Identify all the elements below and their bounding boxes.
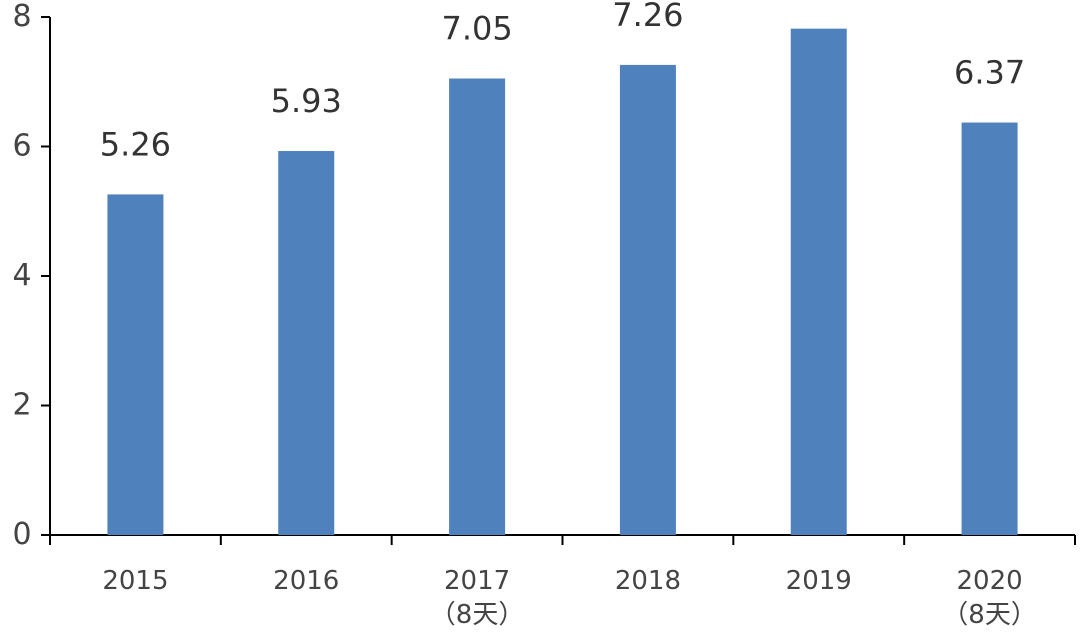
value-label: 5.26 (100, 125, 171, 163)
bar (790, 28, 847, 536)
y-tick-label: 4 (12, 258, 31, 293)
x-tick-label: 2016 (273, 566, 339, 596)
bar (107, 194, 164, 536)
value-label: 5.93 (271, 82, 342, 120)
x-tick-label: 2020 （8天） (942, 566, 1037, 630)
bar (961, 122, 1018, 535)
y-tick-label: 2 (12, 387, 31, 422)
y-tick-label: 8 (12, 0, 31, 34)
bar (278, 151, 335, 535)
y-tick-label: 6 (12, 128, 31, 163)
x-tick-label: 2019 (786, 566, 852, 596)
bar (449, 78, 506, 535)
value-label: 6.37 (954, 54, 1025, 92)
x-tick-label: 2015 (102, 566, 168, 596)
value-label: 7.05 (441, 10, 512, 48)
x-tick-label: 2018 (615, 566, 681, 596)
bar (619, 64, 676, 535)
x-tick-label: 2017 （8天） (430, 566, 525, 630)
y-tick-label: 0 (12, 517, 31, 552)
value-label: 7.26 (612, 0, 683, 34)
